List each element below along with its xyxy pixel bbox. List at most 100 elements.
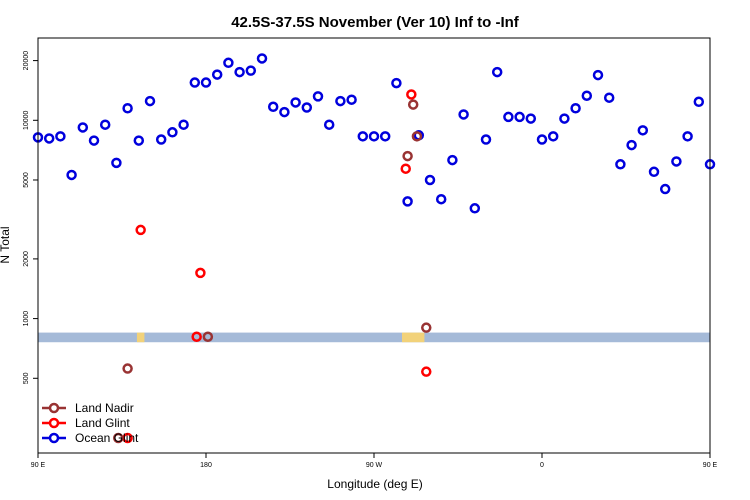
point-ocean-glint xyxy=(581,90,593,101)
x-tick-label: 0 xyxy=(540,462,544,469)
band-region xyxy=(38,332,710,343)
point-ocean-glint xyxy=(391,77,402,89)
point-ocean-glint xyxy=(55,131,66,142)
band-layer xyxy=(38,332,710,343)
point-ocean-glint xyxy=(648,166,660,178)
point-ocean-glint xyxy=(637,125,649,136)
y-tick-label: 500 xyxy=(23,372,30,384)
point-ocean-glint xyxy=(234,66,245,78)
legend-label: Land Nadir xyxy=(75,401,134,415)
point-ocean-glint xyxy=(189,77,201,88)
point-ocean-glint xyxy=(424,174,436,186)
point-ocean-glint xyxy=(223,57,234,69)
points-layer xyxy=(32,53,716,444)
point-ocean-glint xyxy=(368,131,380,142)
point-ocean-glint xyxy=(671,156,682,167)
point-land-nadir xyxy=(113,432,124,444)
band-accent xyxy=(402,332,425,343)
point-land-glint xyxy=(122,432,133,444)
point-ocean-glint xyxy=(603,92,615,103)
point-ocean-glint xyxy=(133,135,145,146)
legend-label: Ocean Glint xyxy=(75,431,139,445)
point-ocean-glint xyxy=(66,169,77,181)
point-land-nadir xyxy=(407,99,419,110)
point-ocean-glint xyxy=(312,91,324,102)
point-ocean-glint xyxy=(43,133,55,144)
point-ocean-glint xyxy=(469,203,481,214)
legend-marker xyxy=(48,417,60,429)
point-ocean-glint xyxy=(335,95,346,107)
point-ocean-glint xyxy=(570,103,581,114)
point-ocean-glint xyxy=(659,183,671,195)
x-tick-label: 90 E xyxy=(31,462,46,469)
legend-label: Land Glint xyxy=(75,416,130,430)
point-ocean-glint xyxy=(155,134,167,145)
point-ocean-glint xyxy=(514,111,525,123)
point-ocean-glint xyxy=(122,103,133,114)
point-ocean-glint xyxy=(301,102,313,113)
point-ocean-glint xyxy=(357,131,369,142)
x-tick-label: 90 W xyxy=(366,462,383,469)
band-accent xyxy=(136,332,145,343)
chart-title: 42.5S-37.5S November (Ver 10) Inf to -In… xyxy=(231,14,520,31)
point-ocean-glint xyxy=(447,154,458,166)
point-ocean-glint xyxy=(592,69,604,81)
point-ocean-glint xyxy=(402,196,413,207)
point-ocean-glint xyxy=(435,193,447,205)
point-ocean-glint xyxy=(379,131,391,142)
point-ocean-glint xyxy=(211,69,223,80)
point-ocean-glint xyxy=(503,111,514,123)
point-ocean-glint xyxy=(267,101,279,113)
point-ocean-glint xyxy=(111,157,122,169)
y-tick-label: 10000 xyxy=(23,110,30,130)
legend-marker xyxy=(48,402,60,414)
point-ocean-glint xyxy=(88,135,100,146)
y-tick-label: 20000 xyxy=(23,51,30,71)
point-land-nadir xyxy=(122,363,133,374)
x-tick-label: 90 E xyxy=(703,462,718,469)
point-ocean-glint xyxy=(626,139,637,151)
point-ocean-glint xyxy=(682,131,693,142)
point-ocean-glint xyxy=(346,94,357,105)
point-land-glint xyxy=(406,89,417,100)
point-land-glint xyxy=(400,163,411,174)
point-ocean-glint xyxy=(323,119,335,130)
point-land-nadir xyxy=(202,331,214,342)
x-tick-label: 180 xyxy=(200,462,212,469)
point-ocean-glint xyxy=(178,119,189,130)
y-axis-label: N Total xyxy=(0,226,12,263)
point-ocean-glint xyxy=(547,131,559,142)
point-ocean-glint xyxy=(480,134,492,145)
point-ocean-glint xyxy=(525,113,537,124)
x-axis-label: Longitude (deg E) xyxy=(327,477,422,491)
point-ocean-glint xyxy=(290,97,301,108)
point-ocean-glint xyxy=(458,109,469,120)
point-ocean-glint xyxy=(77,122,89,133)
y-tick-label: 2000 xyxy=(23,251,30,267)
point-ocean-glint xyxy=(491,66,503,78)
point-ocean-glint xyxy=(279,106,290,118)
point-land-nadir xyxy=(411,131,423,142)
legend-marker xyxy=(48,432,60,444)
point-ocean-glint xyxy=(693,96,705,108)
point-ocean-glint xyxy=(536,134,548,145)
point-ocean-glint xyxy=(256,53,268,64)
point-ocean-glint xyxy=(615,159,626,170)
point-land-glint xyxy=(135,224,146,236)
point-land-nadir xyxy=(402,150,413,162)
point-ocean-glint xyxy=(200,77,212,88)
point-land-glint xyxy=(195,267,206,279)
plot-frame xyxy=(37,37,711,454)
point-land-nadir xyxy=(421,322,432,333)
point-ocean-glint xyxy=(144,95,156,107)
y-tick-label: 5000 xyxy=(23,172,30,188)
point-land-glint xyxy=(191,331,202,342)
axes-layer: 90 E 180 90 W 0 90 E 500 1000 2000 5000 10000 2000… xyxy=(23,51,718,469)
point-land-glint xyxy=(421,366,432,377)
point-ocean-glint xyxy=(99,119,111,130)
point-ocean-glint xyxy=(167,127,178,138)
y-tick-label: 1000 xyxy=(23,311,30,327)
point-ocean-glint xyxy=(245,65,257,76)
